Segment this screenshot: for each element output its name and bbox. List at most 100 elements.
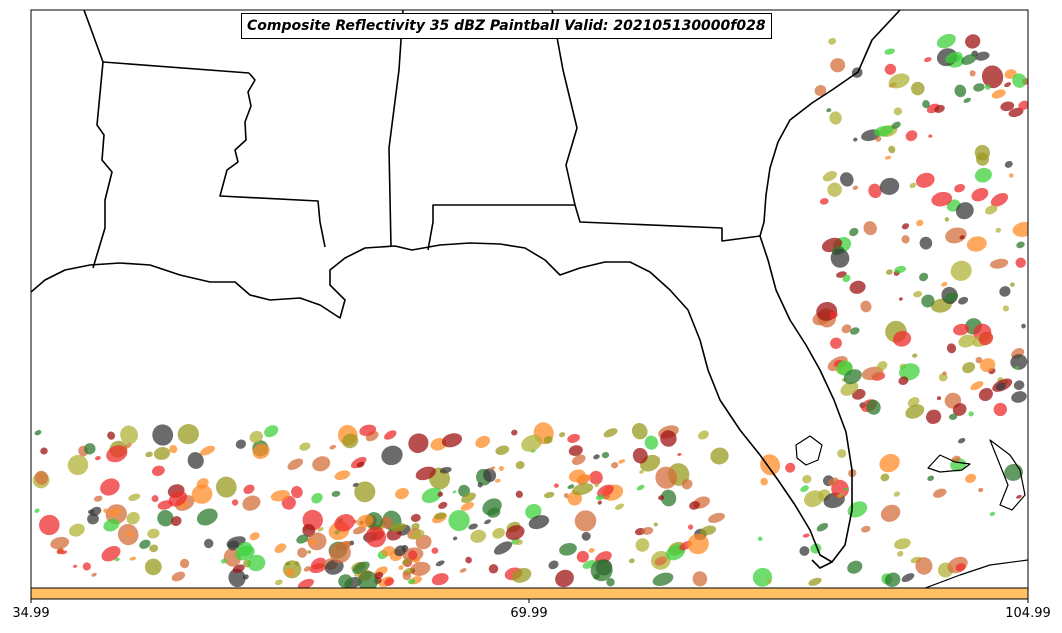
- louisiana-texas-border: [92, 61, 113, 269]
- reflectivity-blob: [931, 191, 953, 207]
- reflectivity-blob: [842, 274, 851, 283]
- reflectivity-blob: [106, 445, 128, 463]
- reflectivity-blob: [927, 475, 935, 482]
- reflectivity-blob: [264, 425, 279, 438]
- reflectivity-blob: [816, 522, 829, 532]
- reflectivity-blob: [978, 331, 994, 346]
- reflectivity-blob: [171, 516, 182, 527]
- reflectivity-blob: [1011, 391, 1027, 403]
- reflectivity-blob: [628, 558, 635, 564]
- reflectivity-blob: [465, 556, 472, 564]
- reflectivity-blob: [653, 522, 658, 527]
- reflectivity-blob: [910, 81, 925, 96]
- reflectivity-blob: [915, 557, 933, 575]
- reflectivity-blob: [151, 495, 159, 503]
- reflectivity-blob: [631, 423, 648, 440]
- reflectivity-blob: [555, 569, 574, 588]
- mississippi-river-border: [219, 72, 326, 248]
- reflectivity-blob: [352, 482, 359, 488]
- reflectivity-blob: [296, 534, 309, 544]
- reflectivity-blob: [868, 183, 882, 199]
- reflectivity-blob: [597, 484, 614, 498]
- reflectivity-blob: [922, 100, 930, 109]
- reflectivity-blob: [594, 483, 600, 487]
- reflectivity-blob: [849, 280, 866, 294]
- reflectivity-blob: [880, 504, 901, 522]
- reflectivity-blob: [357, 570, 379, 588]
- reflectivity-blob: [487, 507, 501, 518]
- reflectivity-blob: [352, 561, 370, 574]
- reflectivity-blob: [408, 433, 429, 454]
- reflectivity-blob: [804, 490, 824, 508]
- reflectivity-blob: [249, 430, 263, 444]
- reflectivity-blob: [639, 470, 644, 474]
- reflectivity-blob: [831, 479, 849, 499]
- reflectivity-blob: [67, 454, 89, 476]
- reflectivity-blob: [826, 108, 832, 113]
- reflectivity-blob: [919, 236, 933, 250]
- reflectivity-blob: [297, 578, 315, 588]
- reflectivity-blob: [34, 508, 40, 513]
- reflectivity-blob: [525, 503, 542, 520]
- reflectivity-blob: [978, 487, 984, 493]
- reflectivity-blob: [107, 431, 116, 440]
- reflectivity-blob: [899, 363, 920, 381]
- reflectivity-blob: [297, 547, 308, 558]
- reflectivity-blob: [993, 402, 1007, 417]
- reflectivity-blob: [380, 516, 393, 529]
- reflectivity-blob: [611, 462, 619, 469]
- reflectivity-blob: [946, 343, 957, 354]
- reflectivity-blob: [641, 527, 654, 535]
- reflectivity-blob: [933, 488, 947, 498]
- reflectivity-blob: [710, 447, 729, 465]
- reflectivity-blob: [402, 558, 411, 566]
- reflectivity-blob: [962, 362, 976, 374]
- reflectivity-blob: [913, 291, 923, 298]
- reflectivity-blob: [589, 470, 603, 485]
- reflectivity-blob: [410, 529, 425, 540]
- reflectivity-blob: [785, 462, 796, 473]
- reflectivity-blob: [875, 136, 882, 142]
- reflectivity-blob: [1015, 257, 1026, 268]
- reflectivity-blob: [349, 540, 355, 546]
- reflectivity-blob: [1010, 282, 1015, 287]
- reflectivity-blob: [894, 538, 911, 550]
- colorbar: [30, 587, 1029, 600]
- reflectivity-blob: [309, 563, 327, 574]
- reflectivity-blob: [50, 536, 70, 550]
- reflectivity-blob: [433, 512, 447, 520]
- reflectivity-blob: [979, 358, 996, 373]
- reflectivity-blob: [342, 433, 359, 449]
- reflectivity-blob: [576, 474, 592, 484]
- reflectivity-blob: [847, 560, 863, 574]
- reflectivity-blob: [901, 223, 910, 230]
- reflectivity-blob: [354, 481, 376, 503]
- reflectivity-blob: [235, 439, 247, 449]
- reflectivity-blob: [187, 452, 204, 469]
- reflectivity-blob: [87, 509, 95, 515]
- reflectivity-blob: [437, 491, 444, 497]
- reflectivity-blob: [572, 454, 586, 466]
- reflectivity-blob: [606, 578, 615, 587]
- reflectivity-blob: [574, 510, 597, 532]
- reflectivity-blob: [975, 356, 983, 364]
- reflectivity-blob: [829, 111, 842, 125]
- reflectivity-blob: [307, 550, 312, 554]
- reflectivity-blob: [312, 456, 331, 472]
- reflectivity-blob: [1009, 173, 1014, 178]
- reflectivity-blob: [1004, 160, 1013, 168]
- reflectivity-blob: [969, 70, 976, 77]
- reflectivity-blob: [840, 172, 854, 187]
- reflectivity-blob: [576, 550, 589, 563]
- reflectivity-blob: [971, 187, 989, 202]
- reflectivity-blob: [548, 560, 559, 570]
- reflectivity-blob: [331, 490, 341, 497]
- reflectivity-blob: [884, 572, 901, 588]
- reflectivity-blob: [100, 478, 120, 496]
- reflectivity-blob: [928, 134, 933, 138]
- reflectivity-blob: [242, 574, 249, 580]
- reflectivity-blob: [468, 523, 478, 530]
- reflectivity-blob: [215, 476, 237, 498]
- reflectivity-blob: [169, 444, 178, 454]
- reflectivity-blob: [897, 550, 904, 557]
